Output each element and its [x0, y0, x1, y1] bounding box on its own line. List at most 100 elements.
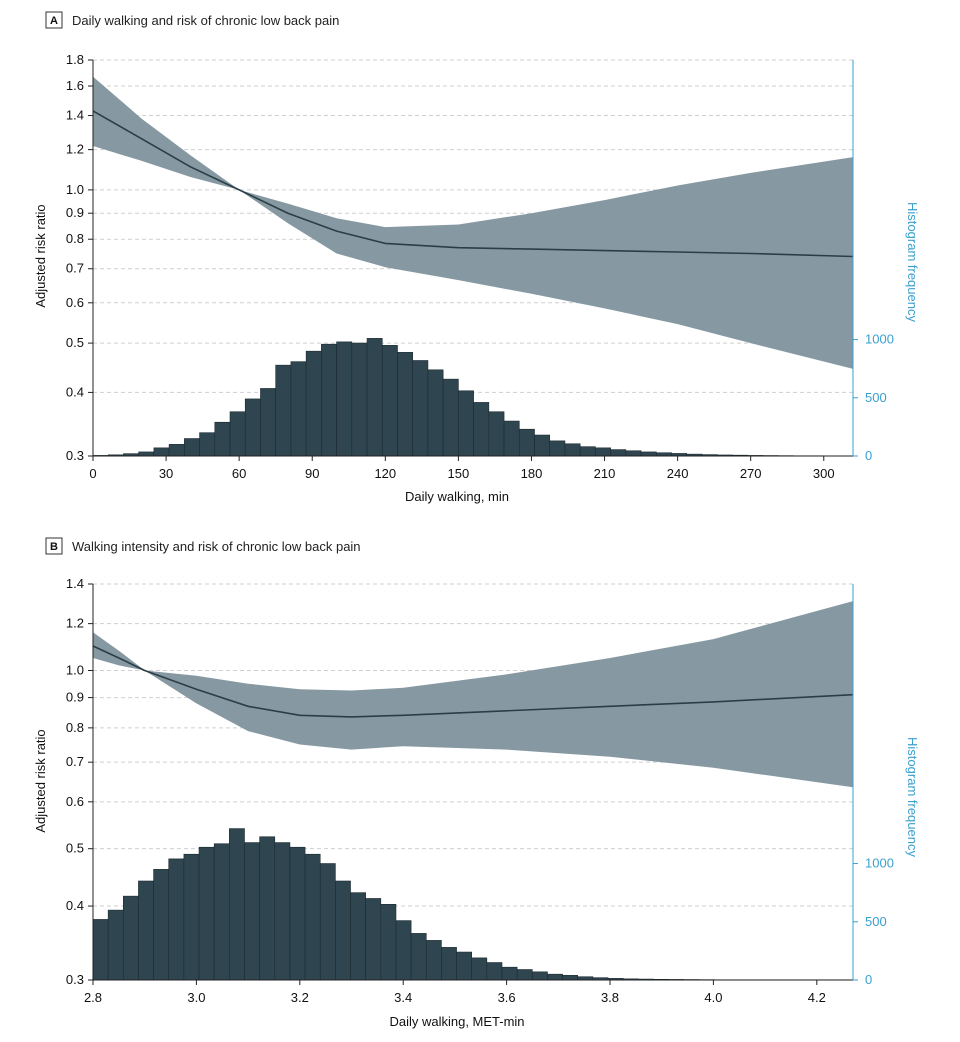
panel-b-histogram-bar — [107, 909, 124, 981]
panel-a-histogram-bar — [305, 350, 322, 457]
panel-a-histogram-bar — [488, 411, 505, 457]
panel-a-histogram-bar — [397, 352, 414, 457]
panel-a-risk-ratio-line — [92, 110, 854, 258]
panel-a-histogram-bar — [351, 342, 368, 457]
panel-b-histogram-bar — [213, 843, 230, 981]
panel-a-histogram-bar — [229, 411, 246, 457]
panel-a-histogram-bar — [610, 449, 627, 457]
panel-a-x-tick-label: 300 — [813, 466, 835, 481]
panel-b-y-tick-label: 0.7 — [66, 754, 84, 769]
panel-b-x-tick-label: 3.8 — [601, 990, 619, 1005]
panel-a-histogram-bar — [458, 390, 474, 457]
panel-b-y-tick-label: 1.4 — [66, 576, 84, 591]
panel-a-y2-tick-label: 1000 — [865, 332, 894, 347]
panel-a-x-tick-label: 270 — [740, 466, 762, 481]
panel-a-xlabel: Daily walking, min — [405, 489, 509, 504]
panel-b-histogram-bar — [122, 895, 139, 981]
panel-b-y-tick-label: 1.2 — [66, 616, 84, 631]
panel-b-confidence-band — [93, 601, 853, 788]
panel-a-x-tick-label: 240 — [667, 466, 689, 481]
panel-a-histogram-bar — [290, 361, 307, 457]
panel-a-histogram-bar — [381, 345, 398, 457]
panel-b-y-tick-label: 0.6 — [66, 794, 84, 809]
panel-b-histogram-bar — [289, 846, 306, 981]
panel-b-x-tick-label: 4.2 — [808, 990, 826, 1005]
panel-b-risk-ratio-line — [92, 645, 854, 718]
panel-b-y2-tick-label: 0 — [865, 972, 872, 987]
panel-a-x-tick-label: 180 — [521, 466, 543, 481]
panel-b-y-tick-label: 0.4 — [66, 898, 84, 913]
panel-b-histogram-bar — [138, 880, 154, 981]
panel-b-letter: B — [50, 541, 58, 553]
panel-a-letter: A — [50, 15, 58, 27]
panel-a-histogram-bar — [260, 388, 276, 457]
panel-a-confidence-band — [93, 76, 853, 369]
panel-b-x-tick-label: 3.4 — [394, 990, 412, 1005]
panel-b-histogram-bar — [259, 836, 276, 981]
panel-a-y-tick-label: 1.2 — [66, 142, 84, 157]
panel-a-histogram-bar — [564, 443, 581, 457]
panel-b-histogram-bar — [516, 969, 533, 981]
panel-b-histogram-bar — [441, 947, 457, 981]
panel-b-histogram-bar — [471, 957, 488, 981]
panel-a-x-tick-label: 0 — [89, 466, 96, 481]
panel-a-y-tick-label: 0.6 — [66, 295, 84, 310]
panel-a-header: A Daily walking and risk of chronic low … — [45, 11, 339, 29]
panel-b-y2-tick-label: 1000 — [865, 856, 894, 871]
panel-a-letter-box — [45, 11, 63, 29]
panel-a-histogram-bar — [321, 343, 337, 457]
panel-b-histogram-bar — [350, 892, 366, 981]
panel-a-title: Daily walking and risk of chronic low ba… — [72, 13, 339, 28]
panel-a-y-tick-label: 0.7 — [66, 261, 84, 276]
panel-b-histogram-bar — [183, 853, 200, 981]
panel-a-histogram-bar — [427, 369, 444, 457]
panel-a-x-tick-label: 150 — [448, 466, 470, 481]
panel-a-histogram-bar — [518, 428, 535, 457]
panel-b-histogram-bar — [486, 962, 503, 981]
panel-a-y-tick-label: 0.9 — [66, 205, 84, 220]
panel-a-x-tick-label: 30 — [159, 466, 173, 481]
panel-a-histogram-bar — [534, 434, 551, 457]
panel-a-histogram-bar — [244, 398, 261, 457]
panel-a-histogram-bar — [625, 450, 642, 457]
panel-b-histogram-bar — [153, 869, 170, 981]
panel-a-y-tick-label: 0.8 — [66, 231, 84, 246]
panel-a-chart: 0.3 0.4 0.5 0.6 0.7 0.8 0.9 1.0 1.2 1.4 1.6 1.8 0 30 6… — [66, 52, 894, 481]
panel-a-histogram-bar — [336, 341, 353, 457]
panel-a-y-tick-label: 1.0 — [66, 182, 84, 197]
panel-b-histogram-bar — [229, 828, 245, 981]
panel-b-histogram-bar — [562, 975, 579, 981]
panel-a-x-tick-label: 90 — [305, 466, 319, 481]
panel-b-y-tick-label: 0.9 — [66, 690, 84, 705]
panel-b-x-tick-label: 3.0 — [187, 990, 205, 1005]
panel-b-chart: 0.3 0.4 0.5 0.6 0.7 0.8 0.9 1.0 1.2 1.4 2.8 3.0 3.2 3… — [66, 576, 894, 1005]
panel-a-y2-tick-label: 500 — [865, 390, 887, 405]
panel-b-letter-box — [45, 537, 63, 555]
panel-b-y-tick-label: 0.3 — [66, 972, 84, 987]
panel-b-histogram-bar — [425, 940, 442, 981]
panel-a-y-tick-label: 0.3 — [66, 448, 84, 463]
panel-b-histogram-bar — [198, 846, 215, 981]
panel-b-histogram-bar — [410, 933, 427, 981]
panel-a-histogram-bar — [138, 451, 155, 457]
panel-b-histogram-bar — [456, 951, 473, 981]
panel-b-histogram-bar — [365, 898, 382, 981]
panel-b-histogram-bar — [335, 880, 351, 981]
panel-b-xlabel: Daily walking, MET-min — [389, 1014, 524, 1029]
panel-a-histogram-bar — [640, 451, 657, 457]
panel-b-title: Walking intensity and risk of chronic lo… — [72, 539, 361, 554]
panel-a-x-tick-label: 210 — [594, 466, 616, 481]
panel-a-y-tick-label: 1.8 — [66, 52, 84, 67]
panel-a-histogram-bar — [579, 446, 596, 457]
panel-b-y2label: Histogram frequency — [905, 737, 920, 857]
panel-b-histogram-bar — [319, 863, 336, 981]
panel-b-histogram-bar — [92, 919, 109, 981]
panel-a-histogram-bar — [473, 402, 490, 457]
panel-b-histogram-bar — [501, 966, 518, 981]
panel-a-y2-tick-label: 0 — [865, 448, 872, 463]
panel-a-y-tick-label: 0.5 — [66, 335, 84, 350]
panel-a-ylabel: Adjusted risk ratio — [33, 204, 48, 307]
panel-b-histogram-bar — [395, 920, 412, 981]
panel-a-histogram-bar — [168, 444, 185, 457]
